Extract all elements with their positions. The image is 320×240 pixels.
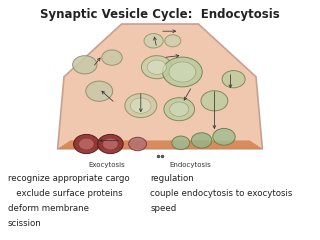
Circle shape bbox=[147, 60, 166, 74]
Text: Endocytosis: Endocytosis bbox=[170, 162, 211, 168]
Circle shape bbox=[201, 91, 228, 111]
Polygon shape bbox=[58, 140, 262, 149]
Circle shape bbox=[103, 138, 118, 150]
Circle shape bbox=[98, 134, 123, 154]
Circle shape bbox=[170, 102, 189, 116]
Circle shape bbox=[74, 134, 99, 154]
Text: scission: scission bbox=[8, 219, 42, 228]
Text: Synaptic Vesicle Cycle:  Endocytosis: Synaptic Vesicle Cycle: Endocytosis bbox=[40, 8, 280, 21]
Circle shape bbox=[129, 137, 147, 151]
Polygon shape bbox=[58, 24, 262, 149]
Circle shape bbox=[163, 57, 202, 87]
Circle shape bbox=[222, 71, 245, 88]
Text: Exocytosis: Exocytosis bbox=[89, 162, 125, 168]
Circle shape bbox=[144, 34, 163, 48]
Circle shape bbox=[165, 35, 181, 47]
Circle shape bbox=[73, 56, 97, 74]
Circle shape bbox=[125, 94, 157, 118]
Text: exclude surface proteins: exclude surface proteins bbox=[8, 189, 123, 198]
Circle shape bbox=[164, 98, 195, 121]
Circle shape bbox=[172, 136, 190, 150]
Circle shape bbox=[213, 128, 235, 145]
Circle shape bbox=[102, 50, 122, 65]
Circle shape bbox=[191, 133, 212, 148]
Text: recognize appropriate cargo: recognize appropriate cargo bbox=[8, 174, 130, 183]
Circle shape bbox=[79, 138, 94, 150]
Circle shape bbox=[141, 56, 172, 79]
Circle shape bbox=[131, 98, 151, 113]
Circle shape bbox=[169, 62, 196, 82]
Text: speed: speed bbox=[150, 204, 177, 213]
Text: couple endocytosis to exocytosis: couple endocytosis to exocytosis bbox=[150, 189, 293, 198]
Circle shape bbox=[86, 81, 113, 101]
Text: regulation: regulation bbox=[150, 174, 194, 183]
Text: deform membrane: deform membrane bbox=[8, 204, 89, 213]
